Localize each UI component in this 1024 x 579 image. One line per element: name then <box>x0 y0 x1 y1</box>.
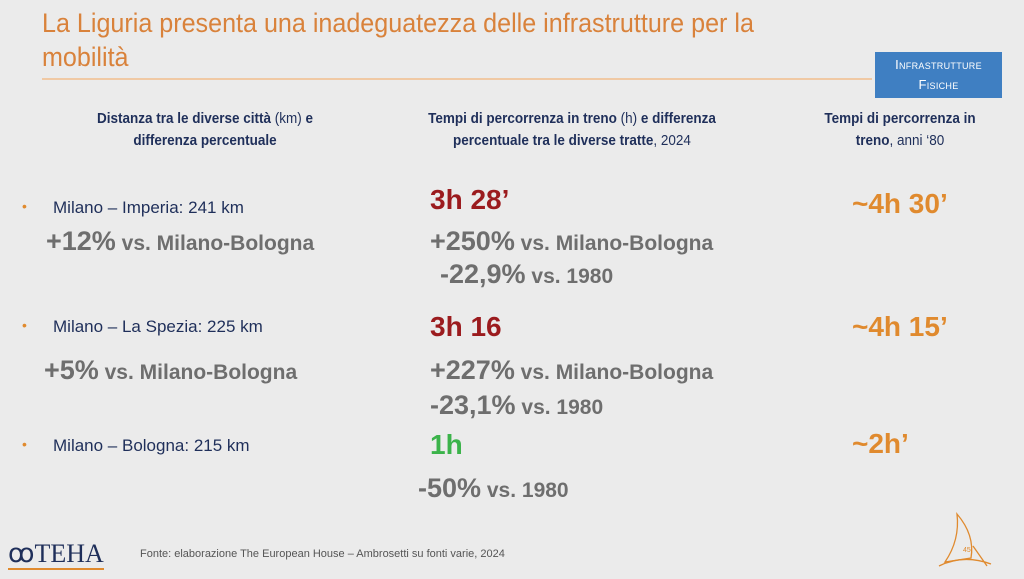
h1d: differenza percentuale <box>133 132 277 149</box>
delta-vs: vs. 1980 <box>515 396 604 419</box>
page-number: 45 <box>963 547 971 554</box>
time-diff: +250% vs. Milano-Bologna <box>430 226 713 257</box>
badge-line1: Infrastrutture <box>895 57 982 72</box>
train-time: 3h 16 <box>430 311 502 342</box>
train-time: 3h 28’ <box>430 184 510 215</box>
h3b: treno <box>855 132 890 149</box>
badge-line2: Fisiche <box>918 77 959 92</box>
teha-logo: ꝏTEHA <box>8 540 104 570</box>
pct: +5% <box>44 355 99 385</box>
pct-vs: vs. Milano-Bologna <box>115 232 315 255</box>
h3a: Tempi di percorrenza in <box>824 110 976 127</box>
h2b: (h) <box>620 110 638 127</box>
delta-1980: -50% vs. 1980 <box>418 473 569 504</box>
header-times-2024: Tempi di percorrenza in treno (h) e diff… <box>392 108 752 152</box>
delta-vs: vs. 1980 <box>525 265 614 288</box>
sailboat-icon: 45 <box>938 511 992 567</box>
time-80s: ~4h 15’ <box>852 311 948 342</box>
delta: -22,9% <box>440 259 526 289</box>
pct-vs: vs. Milano-Bologna <box>514 232 714 255</box>
h2c: e differenza <box>637 110 716 127</box>
delta-1980: -22,9% vs. 1980 <box>440 259 613 290</box>
delta: -23,1% <box>430 390 516 420</box>
header-times-80s: Tempi di percorrenza in treno, anni ‘80 <box>810 108 990 152</box>
distance-diff: +5% vs. Milano-Bologna <box>44 355 297 386</box>
logo-mark: ꝏ <box>8 539 35 568</box>
delta-vs: vs. 1980 <box>481 479 569 502</box>
logo-text: TEHA <box>34 539 104 568</box>
distance-diff: +12% vs. Milano-Bologna <box>46 226 314 257</box>
route-label: Milano – Imperia: 241 km <box>53 198 244 217</box>
delta-1980: -23,1% vs. 1980 <box>430 390 603 421</box>
h2a: Tempi di percorrenza in treno <box>428 110 621 127</box>
h2d: percentuale tra le diverse tratte <box>453 132 654 149</box>
section-badge: Infrastrutture Fisiche <box>875 52 1002 98</box>
header-distance: Distanza tra le diverse città (km) e diff… <box>70 108 340 152</box>
time-80s: ~2h’ <box>852 428 909 459</box>
h1b: (km) <box>274 110 302 127</box>
train-time: 1h <box>430 429 463 460</box>
delta: -50% <box>418 473 482 503</box>
pct-vs: vs. Milano-Bologna <box>98 361 298 384</box>
title-divider <box>42 78 872 80</box>
route-label: Milano – La Spezia: 225 km <box>53 317 263 336</box>
pct-vs: vs. Milano-Bologna <box>514 361 714 384</box>
slide-title: La Liguria presenta una inadeguatezza de… <box>42 8 754 72</box>
pct: +12% <box>46 226 116 256</box>
time-80s: ~4h 30’ <box>852 188 948 219</box>
h1a: Distanza tra le diverse città <box>96 110 275 127</box>
time-diff: +227% vs. Milano-Bologna <box>430 355 713 386</box>
bullet: • <box>22 198 27 214</box>
source-note: Fonte: elaborazione The European House –… <box>140 548 505 560</box>
bullet: • <box>22 317 27 333</box>
bullet: • <box>22 436 27 452</box>
h1c: e <box>301 110 314 127</box>
pct: +250% <box>430 226 515 256</box>
h2e: , 2024 <box>653 132 691 149</box>
pct: +227% <box>430 355 515 385</box>
route-label: Milano – Bologna: 215 km <box>53 436 250 455</box>
h3c: , anni ‘80 <box>889 132 945 149</box>
